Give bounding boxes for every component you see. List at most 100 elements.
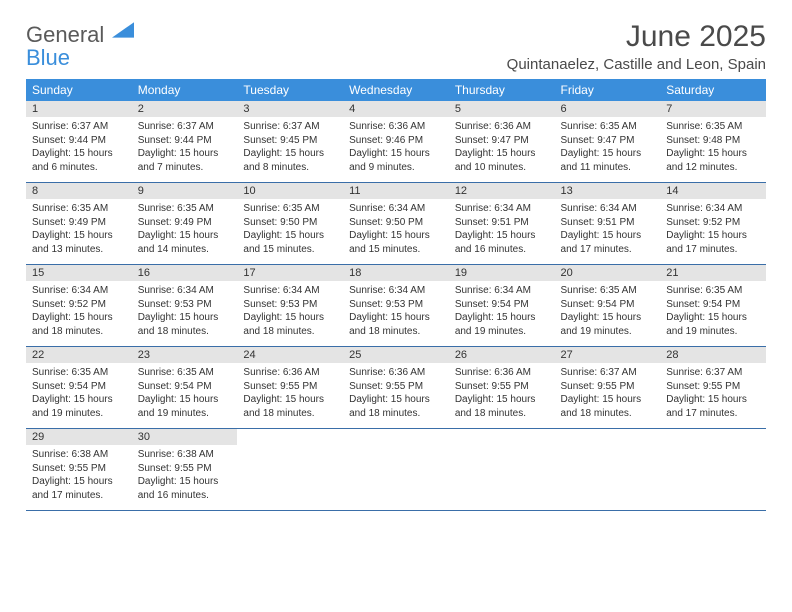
day-details: Sunrise: 6:34 AMSunset: 9:50 PMDaylight:… (343, 199, 449, 264)
calendar-cell (660, 429, 766, 511)
day-number: 26 (449, 347, 555, 363)
weekday-header: Thursday (449, 79, 555, 101)
day-details: Sunrise: 6:38 AMSunset: 9:55 PMDaylight:… (26, 445, 132, 510)
day-details: Sunrise: 6:34 AMSunset: 9:54 PMDaylight:… (449, 281, 555, 346)
calendar-cell: 14Sunrise: 6:34 AMSunset: 9:52 PMDayligh… (660, 183, 766, 265)
day-details: Sunrise: 6:35 AMSunset: 9:47 PMDaylight:… (555, 117, 661, 182)
calendar-cell: 29Sunrise: 6:38 AMSunset: 9:55 PMDayligh… (26, 429, 132, 511)
calendar-cell: 7Sunrise: 6:35 AMSunset: 9:48 PMDaylight… (660, 101, 766, 183)
header: General Blue June 2025 Quintanaelez, Cas… (26, 20, 766, 73)
day-details: Sunrise: 6:34 AMSunset: 9:53 PMDaylight:… (132, 281, 238, 346)
day-details: Sunrise: 6:36 AMSunset: 9:55 PMDaylight:… (449, 363, 555, 428)
calendar-cell: 15Sunrise: 6:34 AMSunset: 9:52 PMDayligh… (26, 265, 132, 347)
day-number: 23 (132, 347, 238, 363)
calendar-cell: 11Sunrise: 6:34 AMSunset: 9:50 PMDayligh… (343, 183, 449, 265)
calendar-cell: 27Sunrise: 6:37 AMSunset: 9:55 PMDayligh… (555, 347, 661, 429)
day-number: 12 (449, 183, 555, 199)
day-number: 2 (132, 101, 238, 117)
day-details: Sunrise: 6:34 AMSunset: 9:52 PMDaylight:… (660, 199, 766, 264)
title-block: June 2025 Quintanaelez, Castille and Leo… (507, 20, 766, 73)
day-details: Sunrise: 6:34 AMSunset: 9:53 PMDaylight:… (343, 281, 449, 346)
day-number: 13 (555, 183, 661, 199)
calendar-cell: 2Sunrise: 6:37 AMSunset: 9:44 PMDaylight… (132, 101, 238, 183)
calendar-cell: 13Sunrise: 6:34 AMSunset: 9:51 PMDayligh… (555, 183, 661, 265)
calendar-cell (343, 429, 449, 511)
calendar-cell: 10Sunrise: 6:35 AMSunset: 9:50 PMDayligh… (237, 183, 343, 265)
day-details: Sunrise: 6:35 AMSunset: 9:49 PMDaylight:… (132, 199, 238, 264)
weekday-header: Monday (132, 79, 238, 101)
day-details: Sunrise: 6:35 AMSunset: 9:54 PMDaylight:… (555, 281, 661, 346)
calendar-cell: 20Sunrise: 6:35 AMSunset: 9:54 PMDayligh… (555, 265, 661, 347)
calendar-cell: 8Sunrise: 6:35 AMSunset: 9:49 PMDaylight… (26, 183, 132, 265)
day-number: 10 (237, 183, 343, 199)
logo-line1: General (26, 22, 104, 47)
day-details: Sunrise: 6:34 AMSunset: 9:52 PMDaylight:… (26, 281, 132, 346)
day-number: 21 (660, 265, 766, 281)
day-number: 6 (555, 101, 661, 117)
weekday-header: Friday (555, 79, 661, 101)
day-number: 19 (449, 265, 555, 281)
calendar-cell: 24Sunrise: 6:36 AMSunset: 9:55 PMDayligh… (237, 347, 343, 429)
day-number: 29 (26, 429, 132, 445)
day-number: 22 (26, 347, 132, 363)
day-details: Sunrise: 6:35 AMSunset: 9:50 PMDaylight:… (237, 199, 343, 264)
calendar-cell: 28Sunrise: 6:37 AMSunset: 9:55 PMDayligh… (660, 347, 766, 429)
calendar-cell: 18Sunrise: 6:34 AMSunset: 9:53 PMDayligh… (343, 265, 449, 347)
day-number: 25 (343, 347, 449, 363)
day-number: 9 (132, 183, 238, 199)
calendar-cell: 19Sunrise: 6:34 AMSunset: 9:54 PMDayligh… (449, 265, 555, 347)
logo-line2: Blue (26, 45, 70, 70)
calendar-head: SundayMondayTuesdayWednesdayThursdayFrid… (26, 79, 766, 101)
day-details: Sunrise: 6:37 AMSunset: 9:44 PMDaylight:… (132, 117, 238, 182)
calendar-cell: 5Sunrise: 6:36 AMSunset: 9:47 PMDaylight… (449, 101, 555, 183)
calendar-week: 15Sunrise: 6:34 AMSunset: 9:52 PMDayligh… (26, 265, 766, 347)
day-number: 28 (660, 347, 766, 363)
day-number: 1 (26, 101, 132, 117)
weekday-header: Wednesday (343, 79, 449, 101)
day-details: Sunrise: 6:36 AMSunset: 9:46 PMDaylight:… (343, 117, 449, 182)
calendar-cell (449, 429, 555, 511)
calendar-cell: 17Sunrise: 6:34 AMSunset: 9:53 PMDayligh… (237, 265, 343, 347)
calendar-cell: 30Sunrise: 6:38 AMSunset: 9:55 PMDayligh… (132, 429, 238, 511)
logo-triangle-icon (112, 20, 134, 42)
day-details: Sunrise: 6:34 AMSunset: 9:51 PMDaylight:… (449, 199, 555, 264)
day-details: Sunrise: 6:35 AMSunset: 9:48 PMDaylight:… (660, 117, 766, 182)
day-number: 17 (237, 265, 343, 281)
weekday-header: Tuesday (237, 79, 343, 101)
calendar-cell: 3Sunrise: 6:37 AMSunset: 9:45 PMDaylight… (237, 101, 343, 183)
logo: General Blue (26, 20, 134, 69)
calendar-week: 22Sunrise: 6:35 AMSunset: 9:54 PMDayligh… (26, 347, 766, 429)
calendar-week: 29Sunrise: 6:38 AMSunset: 9:55 PMDayligh… (26, 429, 766, 511)
month-title: June 2025 (507, 20, 766, 54)
day-details: Sunrise: 6:35 AMSunset: 9:54 PMDaylight:… (132, 363, 238, 428)
calendar-week: 8Sunrise: 6:35 AMSunset: 9:49 PMDaylight… (26, 183, 766, 265)
day-details: Sunrise: 6:35 AMSunset: 9:49 PMDaylight:… (26, 199, 132, 264)
day-number: 5 (449, 101, 555, 117)
day-details: Sunrise: 6:36 AMSunset: 9:55 PMDaylight:… (343, 363, 449, 428)
day-details: Sunrise: 6:37 AMSunset: 9:45 PMDaylight:… (237, 117, 343, 182)
day-details: Sunrise: 6:35 AMSunset: 9:54 PMDaylight:… (26, 363, 132, 428)
day-number: 15 (26, 265, 132, 281)
day-details: Sunrise: 6:37 AMSunset: 9:44 PMDaylight:… (26, 117, 132, 182)
day-number: 4 (343, 101, 449, 117)
day-number: 20 (555, 265, 661, 281)
day-details: Sunrise: 6:38 AMSunset: 9:55 PMDaylight:… (132, 445, 238, 510)
logo-text: General Blue (26, 20, 134, 69)
weekday-header: Saturday (660, 79, 766, 101)
day-number: 30 (132, 429, 238, 445)
day-number: 14 (660, 183, 766, 199)
day-details: Sunrise: 6:35 AMSunset: 9:54 PMDaylight:… (660, 281, 766, 346)
day-number: 11 (343, 183, 449, 199)
calendar-body: 1Sunrise: 6:37 AMSunset: 9:44 PMDaylight… (26, 101, 766, 511)
day-number: 24 (237, 347, 343, 363)
calendar-cell: 12Sunrise: 6:34 AMSunset: 9:51 PMDayligh… (449, 183, 555, 265)
calendar-cell: 1Sunrise: 6:37 AMSunset: 9:44 PMDaylight… (26, 101, 132, 183)
calendar-cell: 16Sunrise: 6:34 AMSunset: 9:53 PMDayligh… (132, 265, 238, 347)
calendar-cell: 6Sunrise: 6:35 AMSunset: 9:47 PMDaylight… (555, 101, 661, 183)
day-number: 3 (237, 101, 343, 117)
day-number: 27 (555, 347, 661, 363)
calendar-week: 1Sunrise: 6:37 AMSunset: 9:44 PMDaylight… (26, 101, 766, 183)
day-number: 8 (26, 183, 132, 199)
calendar-cell: 4Sunrise: 6:36 AMSunset: 9:46 PMDaylight… (343, 101, 449, 183)
location: Quintanaelez, Castille and Leon, Spain (507, 56, 766, 73)
